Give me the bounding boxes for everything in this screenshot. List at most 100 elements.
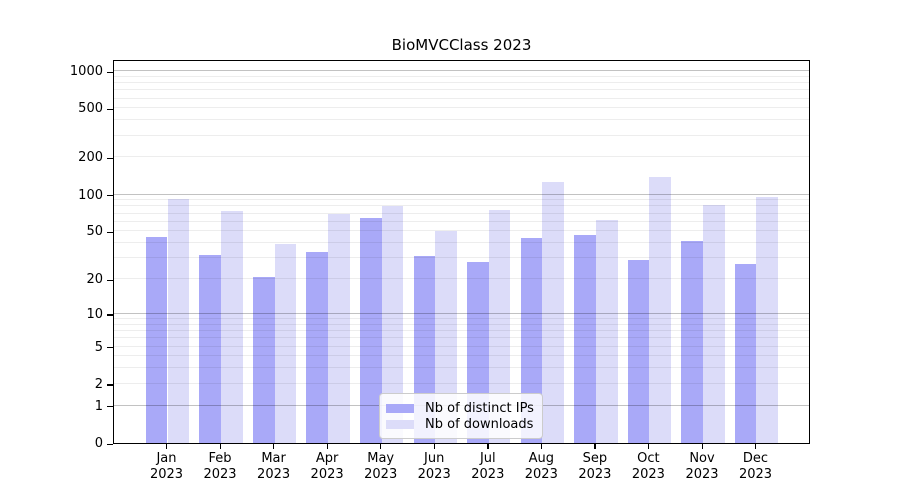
legend: Nb of distinct IPs Nb of downloads xyxy=(379,393,543,439)
gridline-minor-200 xyxy=(114,156,809,158)
x-ticklabel-sep: Sep 2023 xyxy=(578,451,612,482)
y-ticklabel-20: 20 xyxy=(86,272,103,288)
legend-item-downloads: Nb of downloads xyxy=(386,416,533,432)
y-tickmark-200 xyxy=(107,157,113,160)
y-ticklabel-500: 500 xyxy=(78,101,103,117)
bar-distinct-ips-nov xyxy=(681,240,703,443)
plot-area: Nb of distinct IPs Nb of downloads xyxy=(113,60,810,444)
bar-distinct-ips-mar xyxy=(252,276,275,443)
gridline-minor-50 xyxy=(114,230,809,232)
x-ticklabel-apr: Apr 2023 xyxy=(310,451,344,482)
x-tickmark-oct xyxy=(647,444,650,449)
x-ticklabel-dec: Dec 2023 xyxy=(738,451,773,482)
bar-downloads-oct xyxy=(649,176,672,443)
y-tickmark-500 xyxy=(107,108,113,111)
bar-downloads-jul xyxy=(488,209,511,443)
gridline-minor-60 xyxy=(114,220,809,222)
gridline-minor-40 xyxy=(114,242,809,243)
bar-distinct-ips-feb xyxy=(199,254,222,443)
y-tickmark-50 xyxy=(107,231,113,234)
x-ticklabel-aug: Aug 2023 xyxy=(524,451,558,482)
x-ticklabel-mar: Mar 2023 xyxy=(257,451,291,482)
gridline-minor-600 xyxy=(114,97,809,99)
gridline-minor-7 xyxy=(114,330,809,331)
x-ticklabel-oct: Oct 2023 xyxy=(631,451,665,482)
x-tickmark-apr xyxy=(326,444,328,449)
gridline-minor-3 xyxy=(114,367,809,369)
gridline-minor-500 xyxy=(114,107,809,109)
gridline-minor-800 xyxy=(114,82,809,83)
y-ticklabel-10: 10 xyxy=(86,306,103,322)
y-tickmark-5 xyxy=(107,347,113,349)
gridline-major-1000 xyxy=(114,70,809,71)
x-tickmark-feb xyxy=(219,444,221,449)
y-tickmark-20 xyxy=(107,279,113,281)
gridline-minor-20 xyxy=(114,278,809,280)
x-tickmark-jul xyxy=(487,444,489,449)
legend-label-downloads: Nb of downloads xyxy=(425,416,534,432)
gridline-minor-6 xyxy=(114,337,809,339)
y-axis: 0 1 2 5 10 20 50 100 200 500 1000 xyxy=(0,60,113,451)
x-tickmark-aug xyxy=(540,444,543,449)
x-axis: Jan 2023 Feb 2023 Mar 2023 Apr 2023 May 2023 Jun 20… xyxy=(113,444,810,500)
bar-downloads-dec xyxy=(756,197,779,443)
x-ticklabel-feb: Feb 2023 xyxy=(203,451,237,482)
gridline-minor-90 xyxy=(114,199,809,201)
legend-swatch-downloads xyxy=(386,419,414,429)
x-ticklabel-jul: Jul 2023 xyxy=(471,451,505,482)
y-ticklabel-100: 100 xyxy=(78,187,103,203)
bar-distinct-ips-sep xyxy=(574,234,596,443)
bar-downloads-jan xyxy=(167,198,190,443)
gridline-major-10 xyxy=(114,312,809,314)
x-tickmark-nov xyxy=(701,444,703,449)
x-ticklabel-may: May 2023 xyxy=(364,451,398,482)
gridline-minor-700 xyxy=(114,89,809,91)
y-tickmark-2 xyxy=(107,384,113,386)
y-tickmark-0 xyxy=(107,443,113,445)
gridline-minor-2 xyxy=(114,382,809,384)
legend-item-distinct-ips: Nb of distinct IPs xyxy=(386,400,534,416)
bar-distinct-ips-apr xyxy=(306,251,329,443)
gridline-minor-80 xyxy=(114,205,809,207)
y-ticklabel-200: 200 xyxy=(78,150,103,166)
y-ticklabel-1000: 1000 xyxy=(69,64,103,79)
x-tickmark-sep xyxy=(594,444,596,449)
bar-downloads-sep xyxy=(595,219,618,443)
bar-distinct-ips-may xyxy=(359,218,382,443)
bar-downloads-jun xyxy=(435,231,457,443)
bar-downloads-apr xyxy=(328,213,350,443)
y-ticklabel-5: 5 xyxy=(94,339,103,355)
gridline-minor-9 xyxy=(114,318,809,319)
x-ticklabel-nov: Nov 2023 xyxy=(685,451,719,482)
bar-downloads-feb xyxy=(221,210,243,443)
bar-distinct-ips-oct xyxy=(627,259,650,443)
y-ticklabel-1: 1 xyxy=(94,398,103,414)
y-ticklabel-50: 50 xyxy=(86,224,103,240)
x-tickmark-mar xyxy=(273,444,275,449)
bar-downloads-may xyxy=(381,206,404,443)
gridline-major-100 xyxy=(114,193,809,195)
chart-title: BioMVCClass 2023 xyxy=(391,36,532,54)
bar-downloads-aug xyxy=(542,181,564,443)
x-ticklabel-jan: Jan 2023 xyxy=(149,451,184,482)
bar-downloads-nov xyxy=(702,205,725,443)
bar-distinct-ips-aug xyxy=(520,238,543,443)
x-tickmark-jan xyxy=(166,444,168,449)
gridline-minor-900 xyxy=(114,75,809,77)
gridline-minor-30 xyxy=(114,257,809,259)
gridline-minor-70 xyxy=(114,212,809,214)
y-tickmark-100 xyxy=(107,195,113,197)
bar-distinct-ips-jan xyxy=(145,236,168,443)
y-tickmark-1000 xyxy=(107,71,113,73)
legend-label-distinct-ips: Nb of distinct IPs xyxy=(425,400,534,416)
y-ticklabel-0: 0 xyxy=(94,436,103,451)
bar-distinct-ips-dec xyxy=(734,263,757,443)
gridline-minor-4 xyxy=(114,355,809,357)
y-tickmark-1 xyxy=(107,406,113,408)
x-ticklabel-jun: Jun 2023 xyxy=(417,451,451,482)
gridline-minor-5 xyxy=(114,345,809,347)
x-tickmark-jun xyxy=(433,444,435,449)
bar-downloads-mar xyxy=(274,244,297,443)
gridline-minor-8 xyxy=(114,323,809,325)
